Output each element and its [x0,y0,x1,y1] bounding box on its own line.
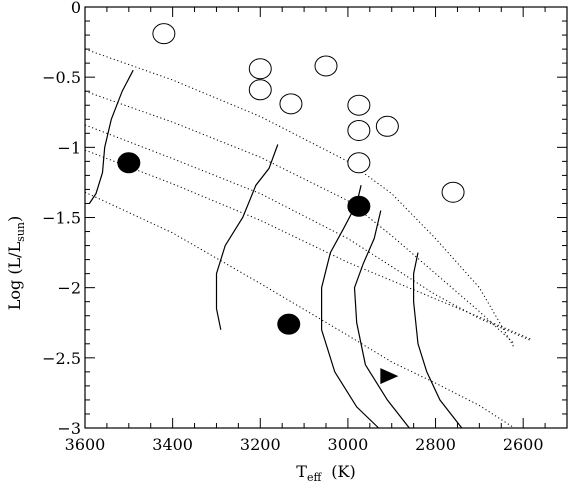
y-axis-label-sub: sun [14,222,27,242]
y-axis-label: Log (L/Lsun) [5,216,27,311]
open-circle-point [347,94,371,116]
filled-circle-point [117,152,141,174]
y-tick-label: −2.5 [42,349,81,368]
x-axis-label-unit: (K) [331,462,355,481]
filled-circle-point [277,313,301,335]
evolutionary-track [321,185,380,429]
filled-triangle-point [380,368,399,385]
x-axis-label-sub: eff [307,471,323,484]
open-circle-point [441,181,465,203]
open-circle-point [347,119,371,141]
x-tick-label: 3200 [240,435,281,454]
y-axis-label-main: Log (L/L [5,241,24,310]
x-tick-label: 3600 [65,435,106,454]
y-axis-label-close: ) [5,216,24,222]
isochrone-line [84,191,515,429]
open-circle-point [314,55,338,77]
y-tick-label: 0 [71,0,81,17]
evolutionary-track [413,252,463,429]
open-circle-point [248,58,272,80]
y-tick-label: −2 [57,279,81,298]
open-circle-point [375,115,399,137]
evolutionary-track [353,210,410,429]
evolutionary-track [88,69,134,204]
x-tick-label: 3000 [328,435,369,454]
evolutionary-track [215,144,279,330]
x-axis-label: Teff (K) [296,462,355,484]
y-tick-label: −1 [57,138,81,157]
axis-ticks [84,6,568,429]
y-tick-label: −1.5 [42,209,81,228]
open-circle-point [347,152,371,174]
x-axis-label-main: T [296,462,307,481]
filled-circle-point [347,195,371,217]
open-circle-point [152,23,176,45]
evolutionary-tracks [88,69,463,429]
data-markers [117,23,465,385]
isochrone-line [84,149,533,341]
x-tick-label: 3400 [152,435,193,454]
y-tick-label: −0.5 [42,68,81,87]
y-tick-label: −3 [57,419,81,438]
tick-labels: 3600 3400 3200 3000 2800 2600 0 −0.5 −1 −1.5 −2 −2.… [42,0,543,454]
isochrone-lines [84,48,533,429]
open-circle-point [248,79,272,101]
isochrone-line [84,124,533,342]
isochrone-line [84,90,515,345]
x-tick-label: 2600 [503,435,544,454]
x-tick-label: 2800 [415,435,456,454]
open-circle-point [279,93,303,115]
